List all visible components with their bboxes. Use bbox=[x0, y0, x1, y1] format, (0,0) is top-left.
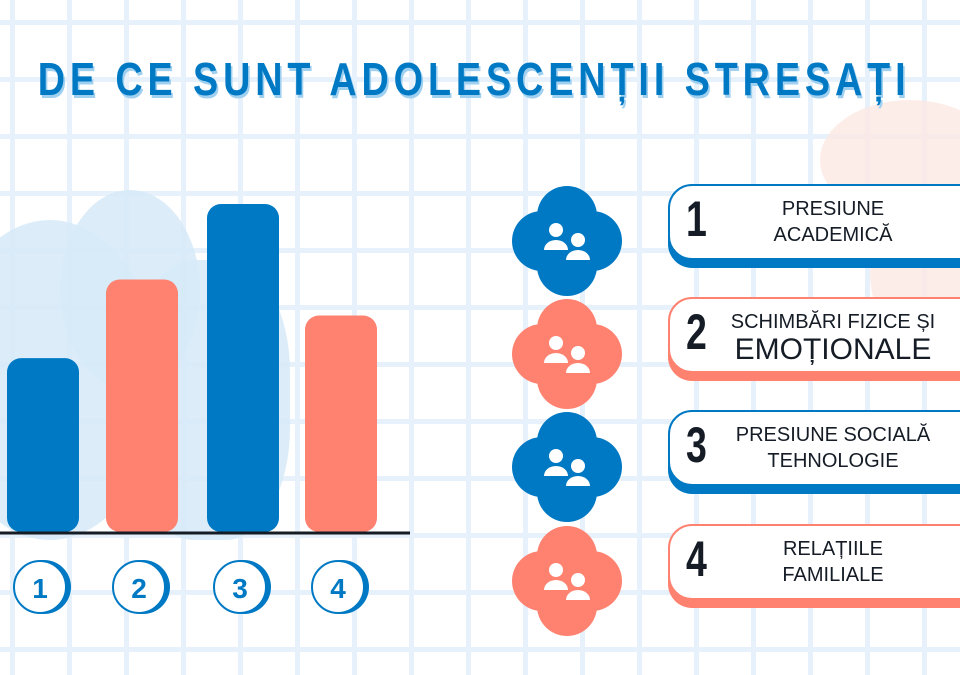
reason-text: PRESIUNE ACADEMICĂ bbox=[718, 196, 948, 248]
bar-3 bbox=[207, 204, 279, 532]
category-label: 2 bbox=[131, 573, 147, 604]
bar-4 bbox=[305, 315, 377, 532]
reason-card: 2 SCHIMBĂRI FIZICE ȘI EMOȚIONALE bbox=[668, 297, 960, 373]
reason-item-4: 4 RELAȚIILE FAMILIALE bbox=[510, 524, 960, 636]
reason-line2: EMOȚIONALE bbox=[734, 333, 932, 366]
reason-line1: PRESIUNE SOCIALĂ bbox=[735, 424, 931, 446]
reason-card: 3 PRESIUNE SOCIALĂ TEHNOLOGIE bbox=[668, 410, 960, 486]
bar-2 bbox=[106, 279, 178, 532]
reason-number: 2 bbox=[686, 304, 707, 360]
reason-line1: RELAȚIILE bbox=[782, 538, 884, 560]
category-label: 3 bbox=[232, 573, 248, 604]
reason-card: 4 RELAȚIILE FAMILIALE bbox=[668, 524, 960, 600]
hierarchy-icon bbox=[512, 526, 622, 636]
reason-number: 3 bbox=[686, 417, 707, 473]
category-label: 1 bbox=[32, 573, 48, 604]
reason-line1: PRESIUNE bbox=[781, 198, 885, 220]
reason-line1: SCHIMBĂRI FIZICE ȘI bbox=[730, 311, 936, 333]
reason-text: SCHIMBĂRI FIZICE ȘI EMOȚIONALE bbox=[718, 309, 948, 365]
reason-number: 4 bbox=[686, 531, 707, 587]
reason-number: 1 bbox=[686, 191, 707, 247]
reason-line2: ACADEMICĂ bbox=[773, 224, 893, 246]
category-badge bbox=[213, 560, 267, 614]
category-badge bbox=[311, 560, 365, 614]
category-badge bbox=[112, 560, 166, 614]
reason-text: PRESIUNE SOCIALĂ TEHNOLOGIE bbox=[718, 422, 948, 474]
reason-line2: FAMILIALE bbox=[782, 564, 884, 586]
person-clock-icon bbox=[512, 299, 622, 409]
page-title: DE CE SUNT ADOLESCENȚII STRESAȚI bbox=[37, 53, 911, 105]
bar-chart: 1 2 3 4 bbox=[0, 204, 410, 614]
reason-line2: TEHNOLOGIE bbox=[767, 450, 899, 472]
category-label: 4 bbox=[330, 573, 346, 604]
bar-1 bbox=[7, 358, 79, 532]
people-swap-icon bbox=[512, 186, 622, 296]
category-badge bbox=[13, 560, 67, 614]
people-pressure-icon bbox=[512, 412, 622, 522]
reason-card: 1 PRESIUNE ACADEMICĂ bbox=[668, 184, 960, 260]
reason-item-2: 2 SCHIMBĂRI FIZICE ȘI EMOȚIONALE bbox=[510, 297, 960, 409]
reason-text: RELAȚIILE FAMILIALE bbox=[718, 536, 948, 588]
reason-item-3: 3 PRESIUNE SOCIALĂ TEHNOLOGIE bbox=[510, 410, 960, 522]
reason-item-1: 1 PRESIUNE ACADEMICĂ bbox=[510, 184, 960, 296]
